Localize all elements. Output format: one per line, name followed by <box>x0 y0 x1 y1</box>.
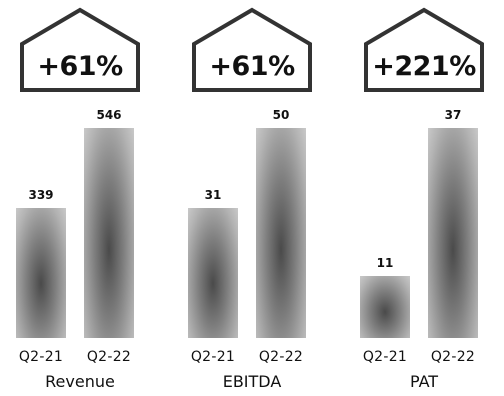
growth-house-outline <box>364 7 484 92</box>
panel-revenue: +61% 339 546 Q2-21 Q2-22 Revenue <box>10 0 150 396</box>
x-tick-label: Q2-21 <box>18 349 64 365</box>
value-label: 50 <box>272 108 290 122</box>
bar-ebitda-q2-21 <box>188 208 238 338</box>
growth-label: +61% <box>37 51 123 82</box>
x-tick-label: Q2-22 <box>86 349 132 365</box>
bar-revenue-q2-22 <box>84 128 134 338</box>
value-label: 37 <box>444 108 462 122</box>
growth-house-outline <box>20 7 140 92</box>
value-label: 339 <box>28 188 54 202</box>
value-label: 31 <box>204 188 222 202</box>
growth-label: +61% <box>209 51 295 82</box>
x-tick-label: Q2-21 <box>190 349 236 365</box>
bar-ebitda-q2-22 <box>256 128 306 338</box>
bar-pat-q2-21 <box>360 276 410 338</box>
x-tick-label: Q2-21 <box>362 349 408 365</box>
growth-label: +221% <box>372 51 476 82</box>
metric-label: EBITDA <box>222 372 282 391</box>
metric-label: Revenue <box>45 372 115 391</box>
panel-pat: +221% 11 37 Q2-21 Q2-22 PAT <box>354 0 494 396</box>
growth-house-outline <box>192 7 312 92</box>
value-label: 11 <box>376 256 394 270</box>
metric-label: PAT <box>409 372 439 391</box>
panel-ebitda: +61% 31 50 Q2-21 Q2-22 EBITDA <box>182 0 322 396</box>
x-tick-label: Q2-22 <box>430 349 476 365</box>
bar-revenue-q2-21 <box>16 208 66 338</box>
x-tick-label: Q2-22 <box>258 349 304 365</box>
bar-pat-q2-22 <box>428 128 478 338</box>
value-label: 546 <box>96 108 122 122</box>
